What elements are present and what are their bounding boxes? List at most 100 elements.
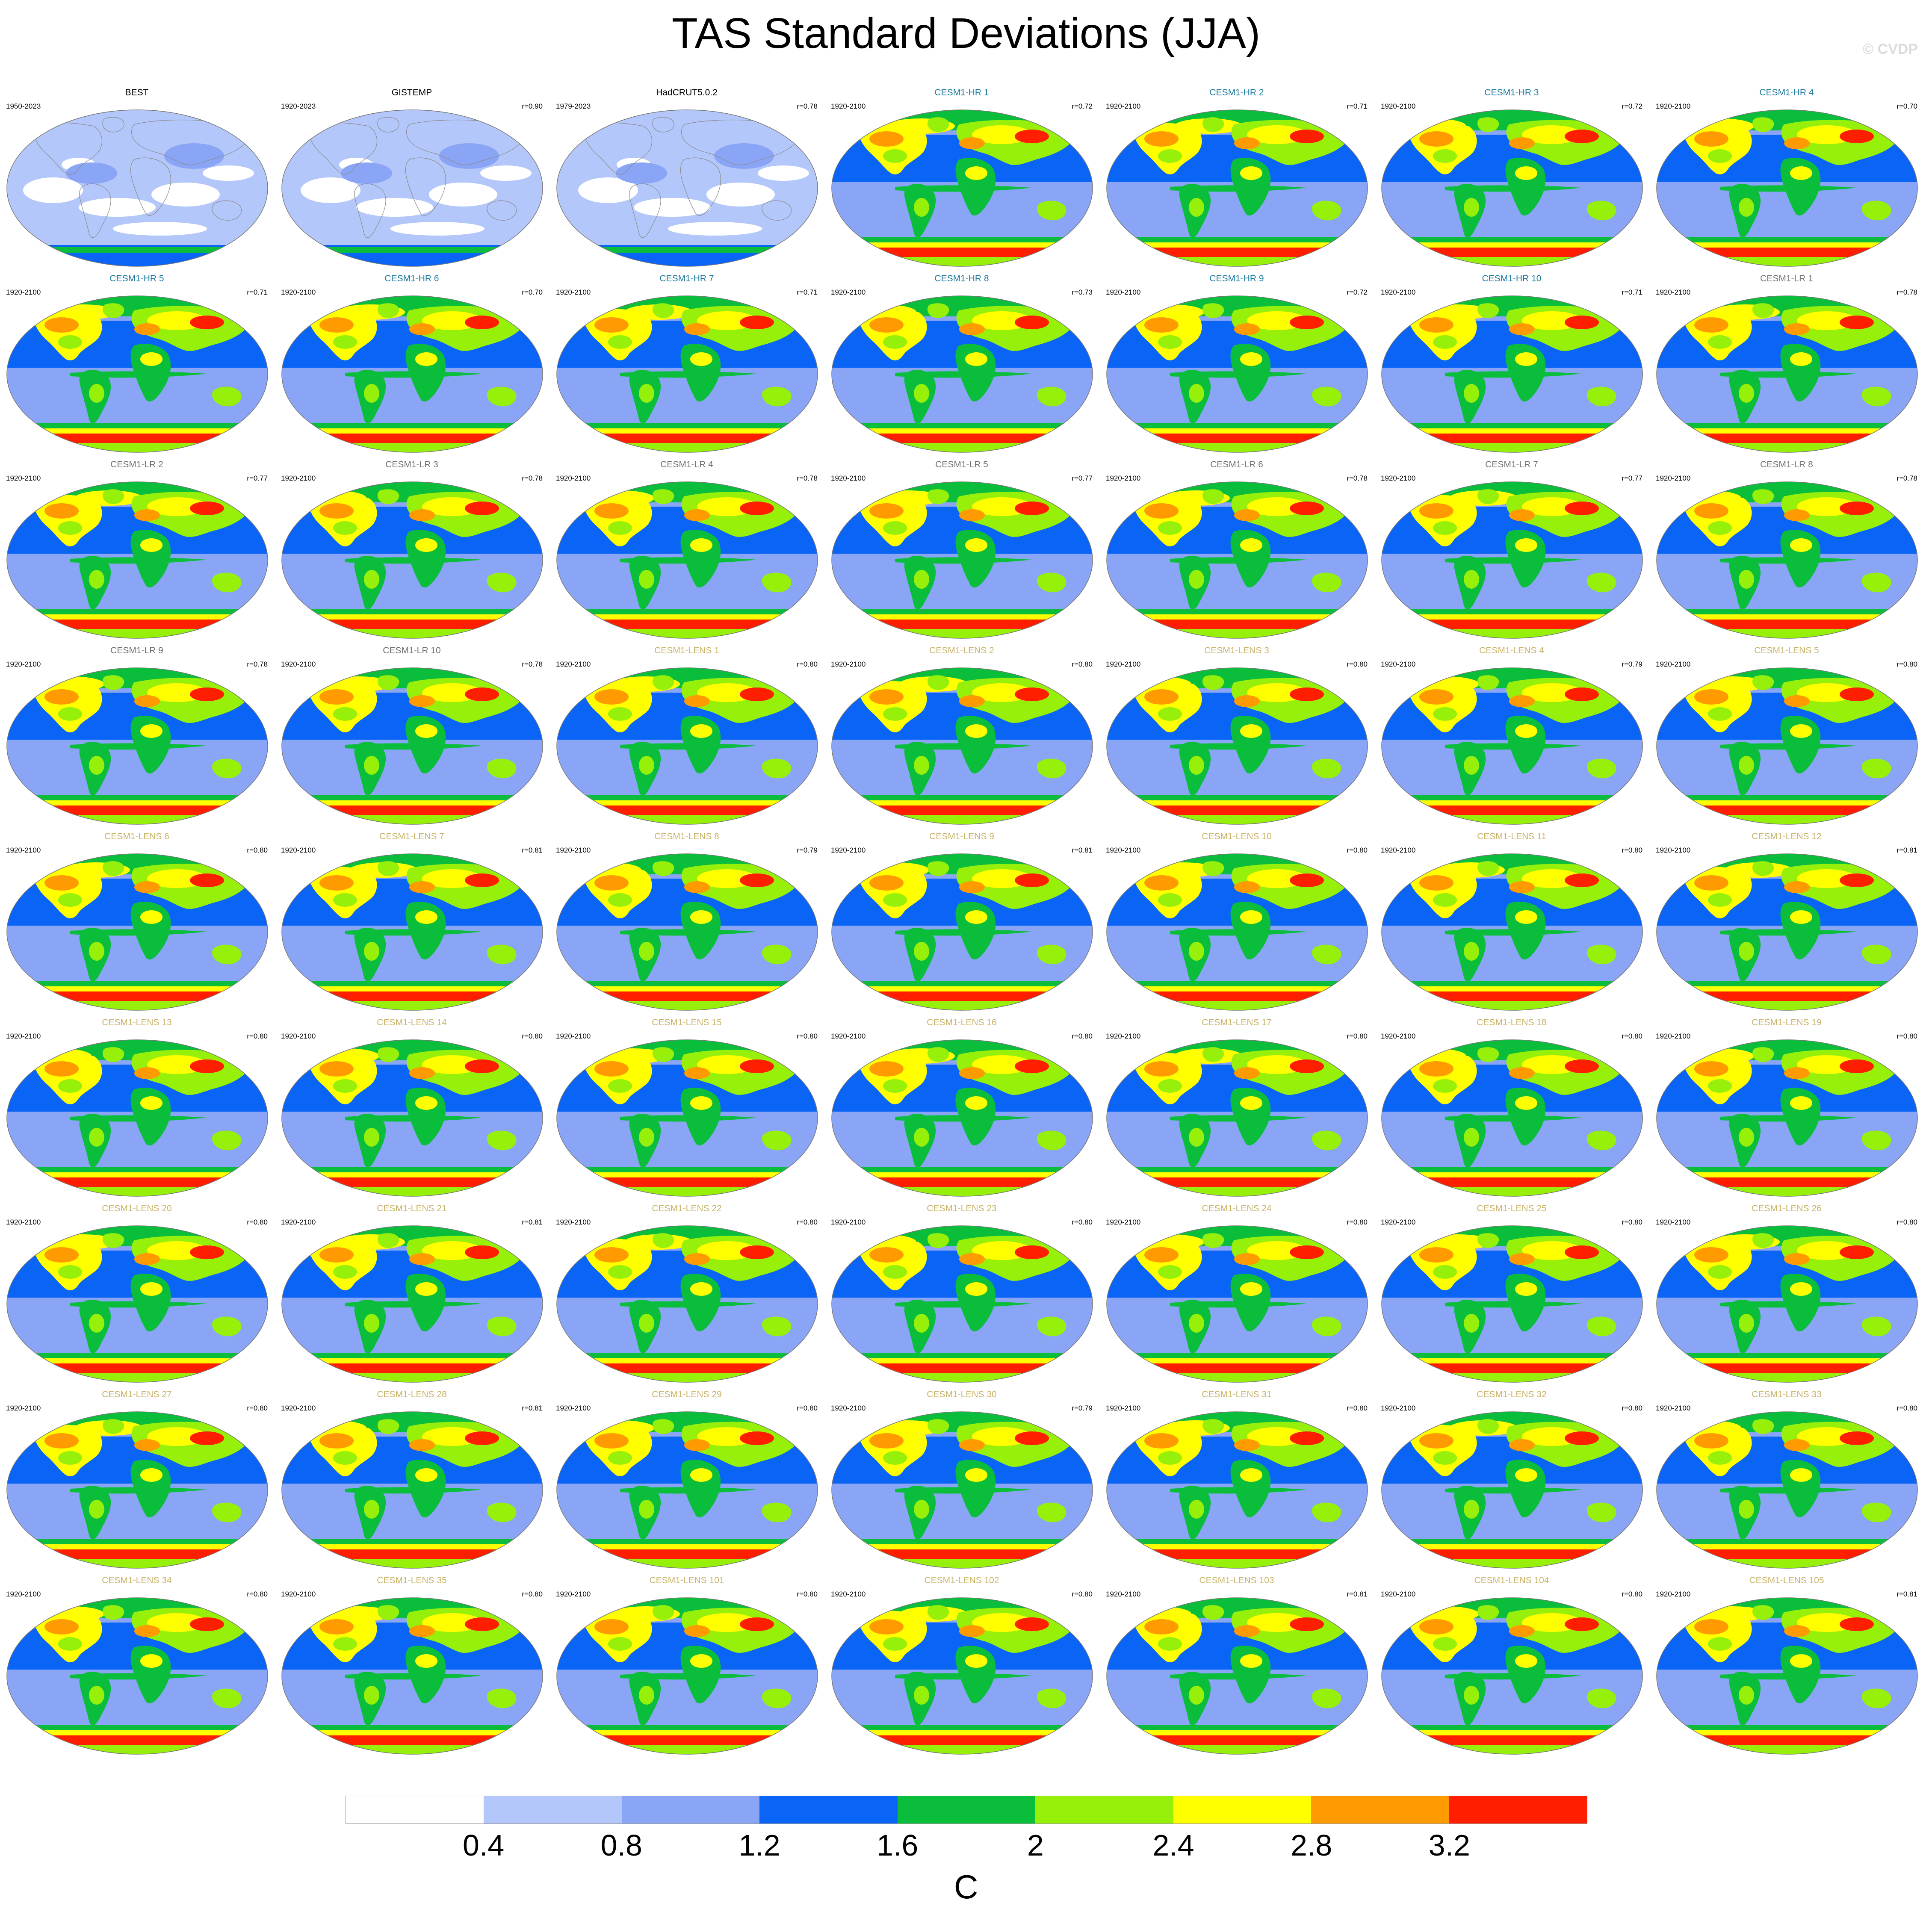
panel-pattern-correlation: r=0.77 bbox=[1072, 474, 1093, 482]
panel-title: CESM1-LENS 32 bbox=[1477, 1390, 1547, 1399]
panel-title: CESM1-LR 8 bbox=[1760, 460, 1813, 469]
figure-title: TAS Standard Deviations (JJA) bbox=[671, 9, 1261, 57]
map-outline bbox=[1381, 1039, 1643, 1197]
world-map bbox=[556, 1411, 818, 1569]
panel-pattern-correlation: r=0.71 bbox=[1622, 288, 1642, 296]
panel-title: CESM1-LENS 14 bbox=[377, 1018, 447, 1027]
map-panel: CESM1-LENS 104 1920-2100 r=0.80 bbox=[1375, 1576, 1648, 1757]
map-panel: CESM1-LENS 20 1920-2100 r=0.80 bbox=[0, 1204, 274, 1385]
world-map bbox=[1656, 1039, 1918, 1197]
map-panel: GISTEMP 1920-2023 r=0.90 bbox=[275, 88, 549, 269]
world-map bbox=[1381, 1225, 1643, 1383]
panel-pattern-correlation: r=0.80 bbox=[1347, 846, 1368, 854]
map-panel: CESM1-LENS 15 1920-2100 r=0.80 bbox=[550, 1018, 824, 1199]
panel-title: CESM1-LR 5 bbox=[935, 460, 988, 469]
panel-period: 1920-2100 bbox=[281, 1218, 316, 1226]
map-panel: CESM1-LENS 11 1920-2100 r=0.80 bbox=[1375, 832, 1648, 1013]
world-map bbox=[831, 1411, 1093, 1569]
map-panel: CESM1-LR 4 1920-2100 r=0.78 bbox=[550, 460, 824, 641]
world-map bbox=[1381, 667, 1643, 825]
panel-period: 1920-2100 bbox=[556, 1590, 591, 1598]
panel-title: CESM1-LR 4 bbox=[660, 460, 713, 469]
panel-title: CESM1-HR 2 bbox=[1209, 88, 1264, 97]
panel-pattern-correlation: r=0.80 bbox=[1072, 1218, 1093, 1226]
panel-pattern-correlation: r=0.80 bbox=[522, 1032, 543, 1040]
map-outline bbox=[831, 667, 1093, 825]
panel-pattern-correlation: r=0.80 bbox=[797, 1404, 818, 1412]
map-outline bbox=[6, 1411, 268, 1569]
world-map bbox=[1656, 667, 1918, 825]
panel-pattern-correlation: r=0.80 bbox=[797, 660, 818, 668]
map-outline bbox=[1381, 481, 1643, 639]
map-outline bbox=[831, 1225, 1093, 1383]
panel-period: 1920-2100 bbox=[281, 474, 316, 482]
panel-pattern-correlation: r=0.80 bbox=[247, 1590, 268, 1598]
panel-period: 1920-2100 bbox=[831, 1218, 866, 1226]
panel-pattern-correlation: r=0.81 bbox=[1347, 1590, 1368, 1598]
panel-pattern-correlation: r=0.80 bbox=[1622, 846, 1642, 854]
colorbar-swatch bbox=[1311, 1796, 1449, 1823]
world-map bbox=[556, 109, 818, 267]
map-outline bbox=[281, 1597, 543, 1755]
panel-period: 1920-2100 bbox=[831, 1404, 866, 1412]
map-outline bbox=[6, 1039, 268, 1197]
colorbar-tick-label: 2.8 bbox=[1291, 1829, 1332, 1862]
panel-period: 1920-2100 bbox=[281, 1032, 316, 1040]
map-outline bbox=[1656, 481, 1918, 639]
map-outline bbox=[1656, 667, 1918, 825]
panel-period: 1920-2100 bbox=[281, 660, 316, 668]
panel-period: 1920-2100 bbox=[1381, 474, 1416, 482]
map-outline bbox=[281, 295, 543, 453]
panel-pattern-correlation: r=0.78 bbox=[797, 102, 818, 110]
panel-pattern-correlation: r=0.81 bbox=[522, 846, 543, 854]
panel-period: 1920-2100 bbox=[6, 1404, 41, 1412]
map-outline bbox=[831, 1411, 1093, 1569]
map-panel: CESM1-LENS 26 1920-2100 r=0.80 bbox=[1650, 1204, 1923, 1385]
map-panel: CESM1-LR 8 1920-2100 r=0.78 bbox=[1650, 460, 1923, 641]
map-outline bbox=[556, 1411, 818, 1569]
map-outline bbox=[1381, 1225, 1643, 1383]
world-map bbox=[281, 1039, 543, 1197]
map-outline bbox=[1381, 1597, 1643, 1755]
panel-title: CESM1-HR 6 bbox=[384, 274, 439, 283]
map-panel: CESM1-LENS 7 1920-2100 r=0.81 bbox=[275, 832, 549, 1013]
map-outline bbox=[281, 853, 543, 1011]
world-map bbox=[281, 109, 543, 267]
panel-title: CESM1-LENS 10 bbox=[1202, 832, 1272, 841]
panel-pattern-correlation: r=0.71 bbox=[797, 288, 818, 296]
panel-title: CESM1-HR 1 bbox=[934, 88, 989, 97]
panel-period: 1920-2100 bbox=[831, 102, 866, 110]
world-map bbox=[1381, 481, 1643, 639]
panel-period: 1920-2100 bbox=[1106, 1032, 1141, 1040]
map-outline bbox=[1106, 1411, 1368, 1569]
map-outline bbox=[1106, 481, 1368, 639]
world-map bbox=[1656, 295, 1918, 453]
map-panel: CESM1-HR 3 1920-2100 r=0.72 bbox=[1375, 88, 1648, 269]
panel-pattern-correlation: r=0.78 bbox=[247, 660, 268, 668]
colorbar-swatch bbox=[346, 1796, 484, 1823]
panel-period: 1920-2100 bbox=[1106, 660, 1141, 668]
panel-title: CESM1-LENS 102 bbox=[924, 1576, 999, 1585]
panel-title: CESM1-HR 7 bbox=[659, 274, 714, 283]
panel-pattern-correlation: r=0.80 bbox=[797, 1590, 818, 1598]
world-map bbox=[1381, 853, 1643, 1011]
map-outline bbox=[1656, 1411, 1918, 1569]
world-map bbox=[1656, 1225, 1918, 1383]
map-panel: CESM1-LR 3 1920-2100 r=0.78 bbox=[275, 460, 549, 641]
map-panel: CESM1-LENS 102 1920-2100 r=0.80 bbox=[825, 1576, 1099, 1757]
colorbar-units: C bbox=[954, 1868, 978, 1906]
map-outline bbox=[1106, 1597, 1368, 1755]
map-panel: CESM1-LENS 17 1920-2100 r=0.80 bbox=[1100, 1018, 1374, 1199]
panel-title: CESM1-LENS 30 bbox=[927, 1390, 997, 1399]
panel-period: 1920-2100 bbox=[1106, 1218, 1141, 1226]
map-panel: CESM1-LR 5 1920-2100 r=0.77 bbox=[825, 460, 1099, 641]
panel-pattern-correlation: r=0.78 bbox=[797, 474, 818, 482]
panel-period: 1920-2100 bbox=[556, 1218, 591, 1226]
panel-title: CESM1-LENS 2 bbox=[929, 646, 994, 655]
map-panel: CESM1-HR 1 1920-2100 r=0.72 bbox=[825, 88, 1099, 269]
world-map bbox=[831, 295, 1093, 453]
panel-title: CESM1-LENS 27 bbox=[102, 1390, 172, 1399]
panel-pattern-correlation: r=0.80 bbox=[247, 1032, 268, 1040]
map-panel: CESM1-LENS 27 1920-2100 r=0.80 bbox=[0, 1390, 274, 1571]
map-outline bbox=[1106, 667, 1368, 825]
